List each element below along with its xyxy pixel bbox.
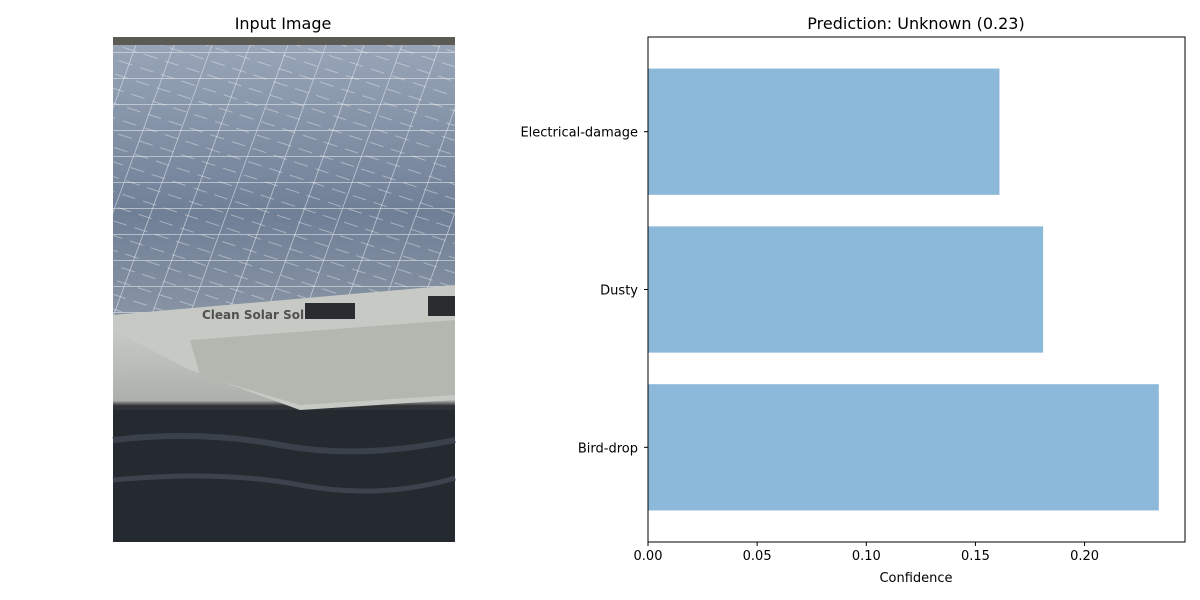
bar-electrical-damage bbox=[648, 68, 1000, 195]
y-tick-label: Dusty bbox=[600, 284, 638, 299]
x-axis-ticks: 0.00 0.05 0.10 0.15 0.20 bbox=[634, 542, 1099, 564]
bar-dusty bbox=[648, 226, 1044, 353]
x-tick-label: 0.10 bbox=[852, 549, 881, 564]
chart-title: Prediction: Unknown (0.23) bbox=[807, 14, 1024, 33]
solar-panel-photo: Clean Solar Sol bbox=[112, 37, 456, 542]
x-tick-label: 0.00 bbox=[634, 549, 663, 564]
photo-overlay-text: Clean Solar Sol bbox=[202, 308, 304, 322]
x-tick-label: 0.15 bbox=[961, 549, 990, 564]
x-tick-label: 0.05 bbox=[743, 549, 772, 564]
y-axis-ticks: Bird-drop Dusty Electrical-damage bbox=[520, 126, 648, 456]
confidence-bar-chart: Prediction: Unknown (0.23) Bird-drop Dust… bbox=[520, 14, 1186, 586]
bars-group bbox=[648, 68, 1159, 511]
x-tick-label: 0.20 bbox=[1070, 549, 1099, 564]
input-image-title: Input Image bbox=[235, 14, 332, 33]
input-image-panel: Input Image Clean Solar Sol bbox=[112, 14, 456, 542]
y-tick-label: Electrical-damage bbox=[520, 126, 638, 141]
bar-bird-drop bbox=[648, 384, 1159, 511]
x-axis-label: Confidence bbox=[879, 571, 952, 586]
y-tick-label: Bird-drop bbox=[578, 441, 638, 456]
